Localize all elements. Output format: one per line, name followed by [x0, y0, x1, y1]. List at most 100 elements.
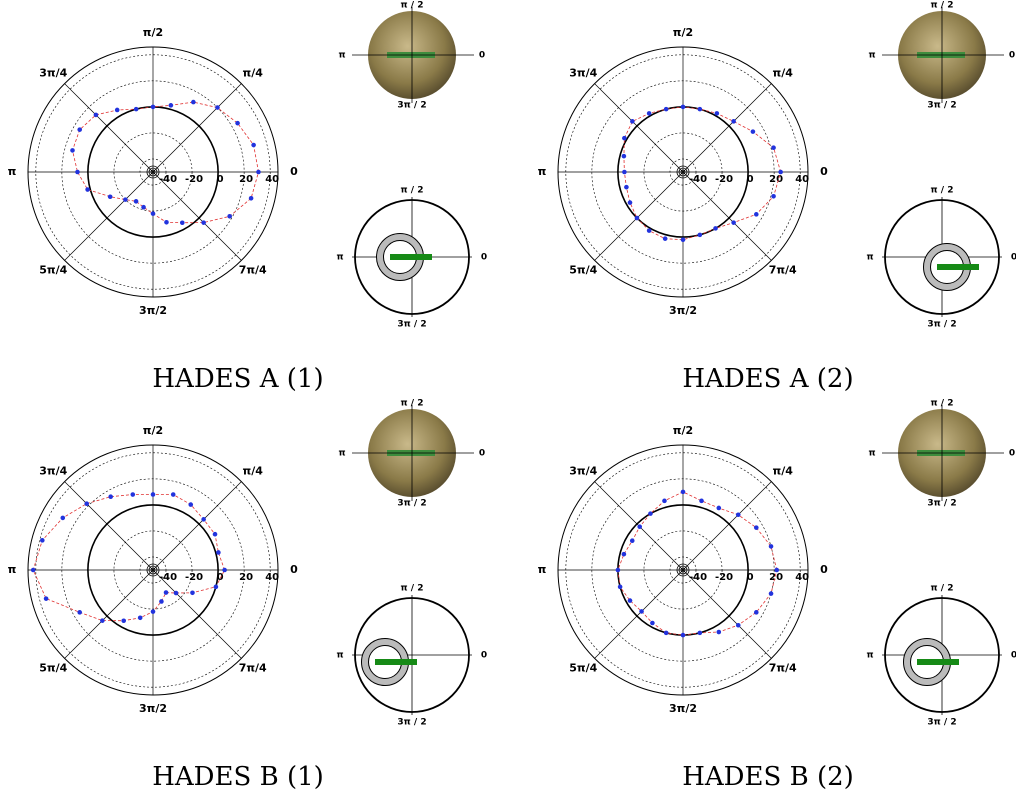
r-tick-label: -40: [159, 174, 177, 185]
data-point: [771, 145, 776, 151]
r-tick-label: 20: [239, 174, 253, 185]
r-tick-label: 20: [769, 174, 783, 185]
data-point: [77, 127, 83, 132]
polar-chart: -40 -20 0 20 40 0 π/4 π/2 3π/4 π 5π/4 3π/2 7π/4 HADES…: [8, 1, 487, 395]
data-point: [159, 599, 164, 604]
data-point: [662, 236, 668, 241]
r-tick-label: -40: [689, 174, 707, 185]
theta-tick-label: 7π/4: [239, 661, 267, 674]
inset-label: π / 2: [401, 399, 424, 409]
inset-label: π: [338, 51, 345, 61]
data-point: [84, 501, 90, 507]
data-point: [697, 630, 703, 636]
caption: HADES B (2): [682, 762, 854, 792]
inset-label: 3π / 2: [397, 101, 426, 111]
caption: HADES A (1): [152, 364, 323, 394]
data-point: [753, 525, 759, 530]
theta-tick-label: 5π/4: [569, 661, 597, 674]
theta-tick-label: 3π/4: [569, 67, 597, 80]
data-point: [663, 106, 669, 112]
r-tick-label: 0: [217, 572, 224, 583]
data-point: [227, 213, 232, 219]
data-point: [141, 204, 146, 210]
data-point: [680, 489, 686, 495]
theta-tick-label: 7π/4: [769, 263, 797, 276]
r-tick-label: 40: [795, 174, 809, 185]
theta-tick-label: π: [8, 563, 17, 576]
data-point: [77, 610, 83, 615]
data-point: [716, 505, 722, 511]
theta-tick-label: 0: [820, 165, 828, 178]
inset-label: 0: [1009, 449, 1015, 459]
data-point: [164, 220, 169, 225]
data-point: [133, 199, 139, 204]
data-point: [650, 620, 655, 626]
inset-label: π / 2: [931, 186, 954, 196]
spoke-line: [594, 569, 684, 659]
data-point: [235, 120, 240, 126]
inset-label: π: [868, 449, 875, 459]
theta-tick-label: π: [538, 165, 547, 178]
data-point: [114, 107, 120, 113]
theta-tick-label: 3π/4: [39, 465, 67, 478]
data-point: [716, 629, 722, 635]
theta-tick-label: π/2: [143, 424, 163, 437]
data-point: [621, 153, 627, 159]
data-point: [622, 135, 627, 141]
data-point: [630, 119, 635, 124]
inset-label: π / 2: [931, 584, 954, 594]
data-point: [753, 212, 759, 217]
r-tick-label: -20: [185, 174, 203, 185]
data-point: [735, 512, 741, 518]
r-tick-label: -20: [185, 572, 203, 583]
inset-label: π: [866, 253, 873, 263]
theta-tick-label: π/2: [673, 26, 693, 39]
spoke-line: [594, 171, 684, 261]
theta-tick-label: 0: [820, 563, 828, 576]
data-point: [190, 590, 195, 596]
data-point: [629, 538, 635, 544]
spoke-line: [152, 569, 242, 659]
theta-tick-label: π/4: [773, 465, 794, 478]
data-point: [201, 517, 206, 522]
spoke-line: [64, 171, 154, 261]
theta-tick-label: 3π/2: [669, 702, 697, 715]
spoke-line: [64, 569, 154, 659]
data-point: [212, 531, 218, 537]
r-tick-label: 40: [795, 572, 809, 583]
data-point: [215, 105, 220, 110]
theta-tick-label: π: [538, 563, 547, 576]
inset-label: 3π / 2: [927, 320, 956, 330]
inset-label: 0: [1011, 651, 1016, 661]
data-point: [648, 511, 653, 516]
data-point: [680, 104, 686, 110]
theta-tick-label: 5π/4: [39, 263, 67, 276]
data-point: [168, 103, 174, 108]
data-point: [150, 609, 156, 614]
data-point: [150, 211, 156, 216]
inset-label: π / 2: [401, 186, 424, 196]
inset-label: π: [336, 651, 343, 661]
inset-label: 0: [479, 449, 485, 459]
data-point: [137, 615, 143, 621]
inset-label: 0: [479, 51, 485, 61]
schematic-board: [937, 264, 979, 270]
data-point: [130, 492, 136, 497]
data-point: [639, 609, 644, 614]
data-point: [646, 228, 652, 233]
data-point: [662, 498, 667, 504]
data-point: [771, 193, 776, 199]
data-point: [256, 169, 261, 175]
data-point: [768, 544, 774, 549]
inset-label: π: [866, 651, 873, 661]
data-point: [753, 610, 759, 615]
data-point: [778, 169, 783, 175]
spoke-line: [152, 83, 242, 173]
theta-tick-label: π: [8, 165, 17, 178]
data-point: [100, 618, 105, 623]
theta-tick-label: 7π/4: [239, 263, 267, 276]
theta-tick-label: π/2: [143, 26, 163, 39]
inset-label: π / 2: [401, 1, 424, 11]
caption: HADES A (2): [682, 364, 853, 394]
spoke-line: [682, 171, 772, 261]
